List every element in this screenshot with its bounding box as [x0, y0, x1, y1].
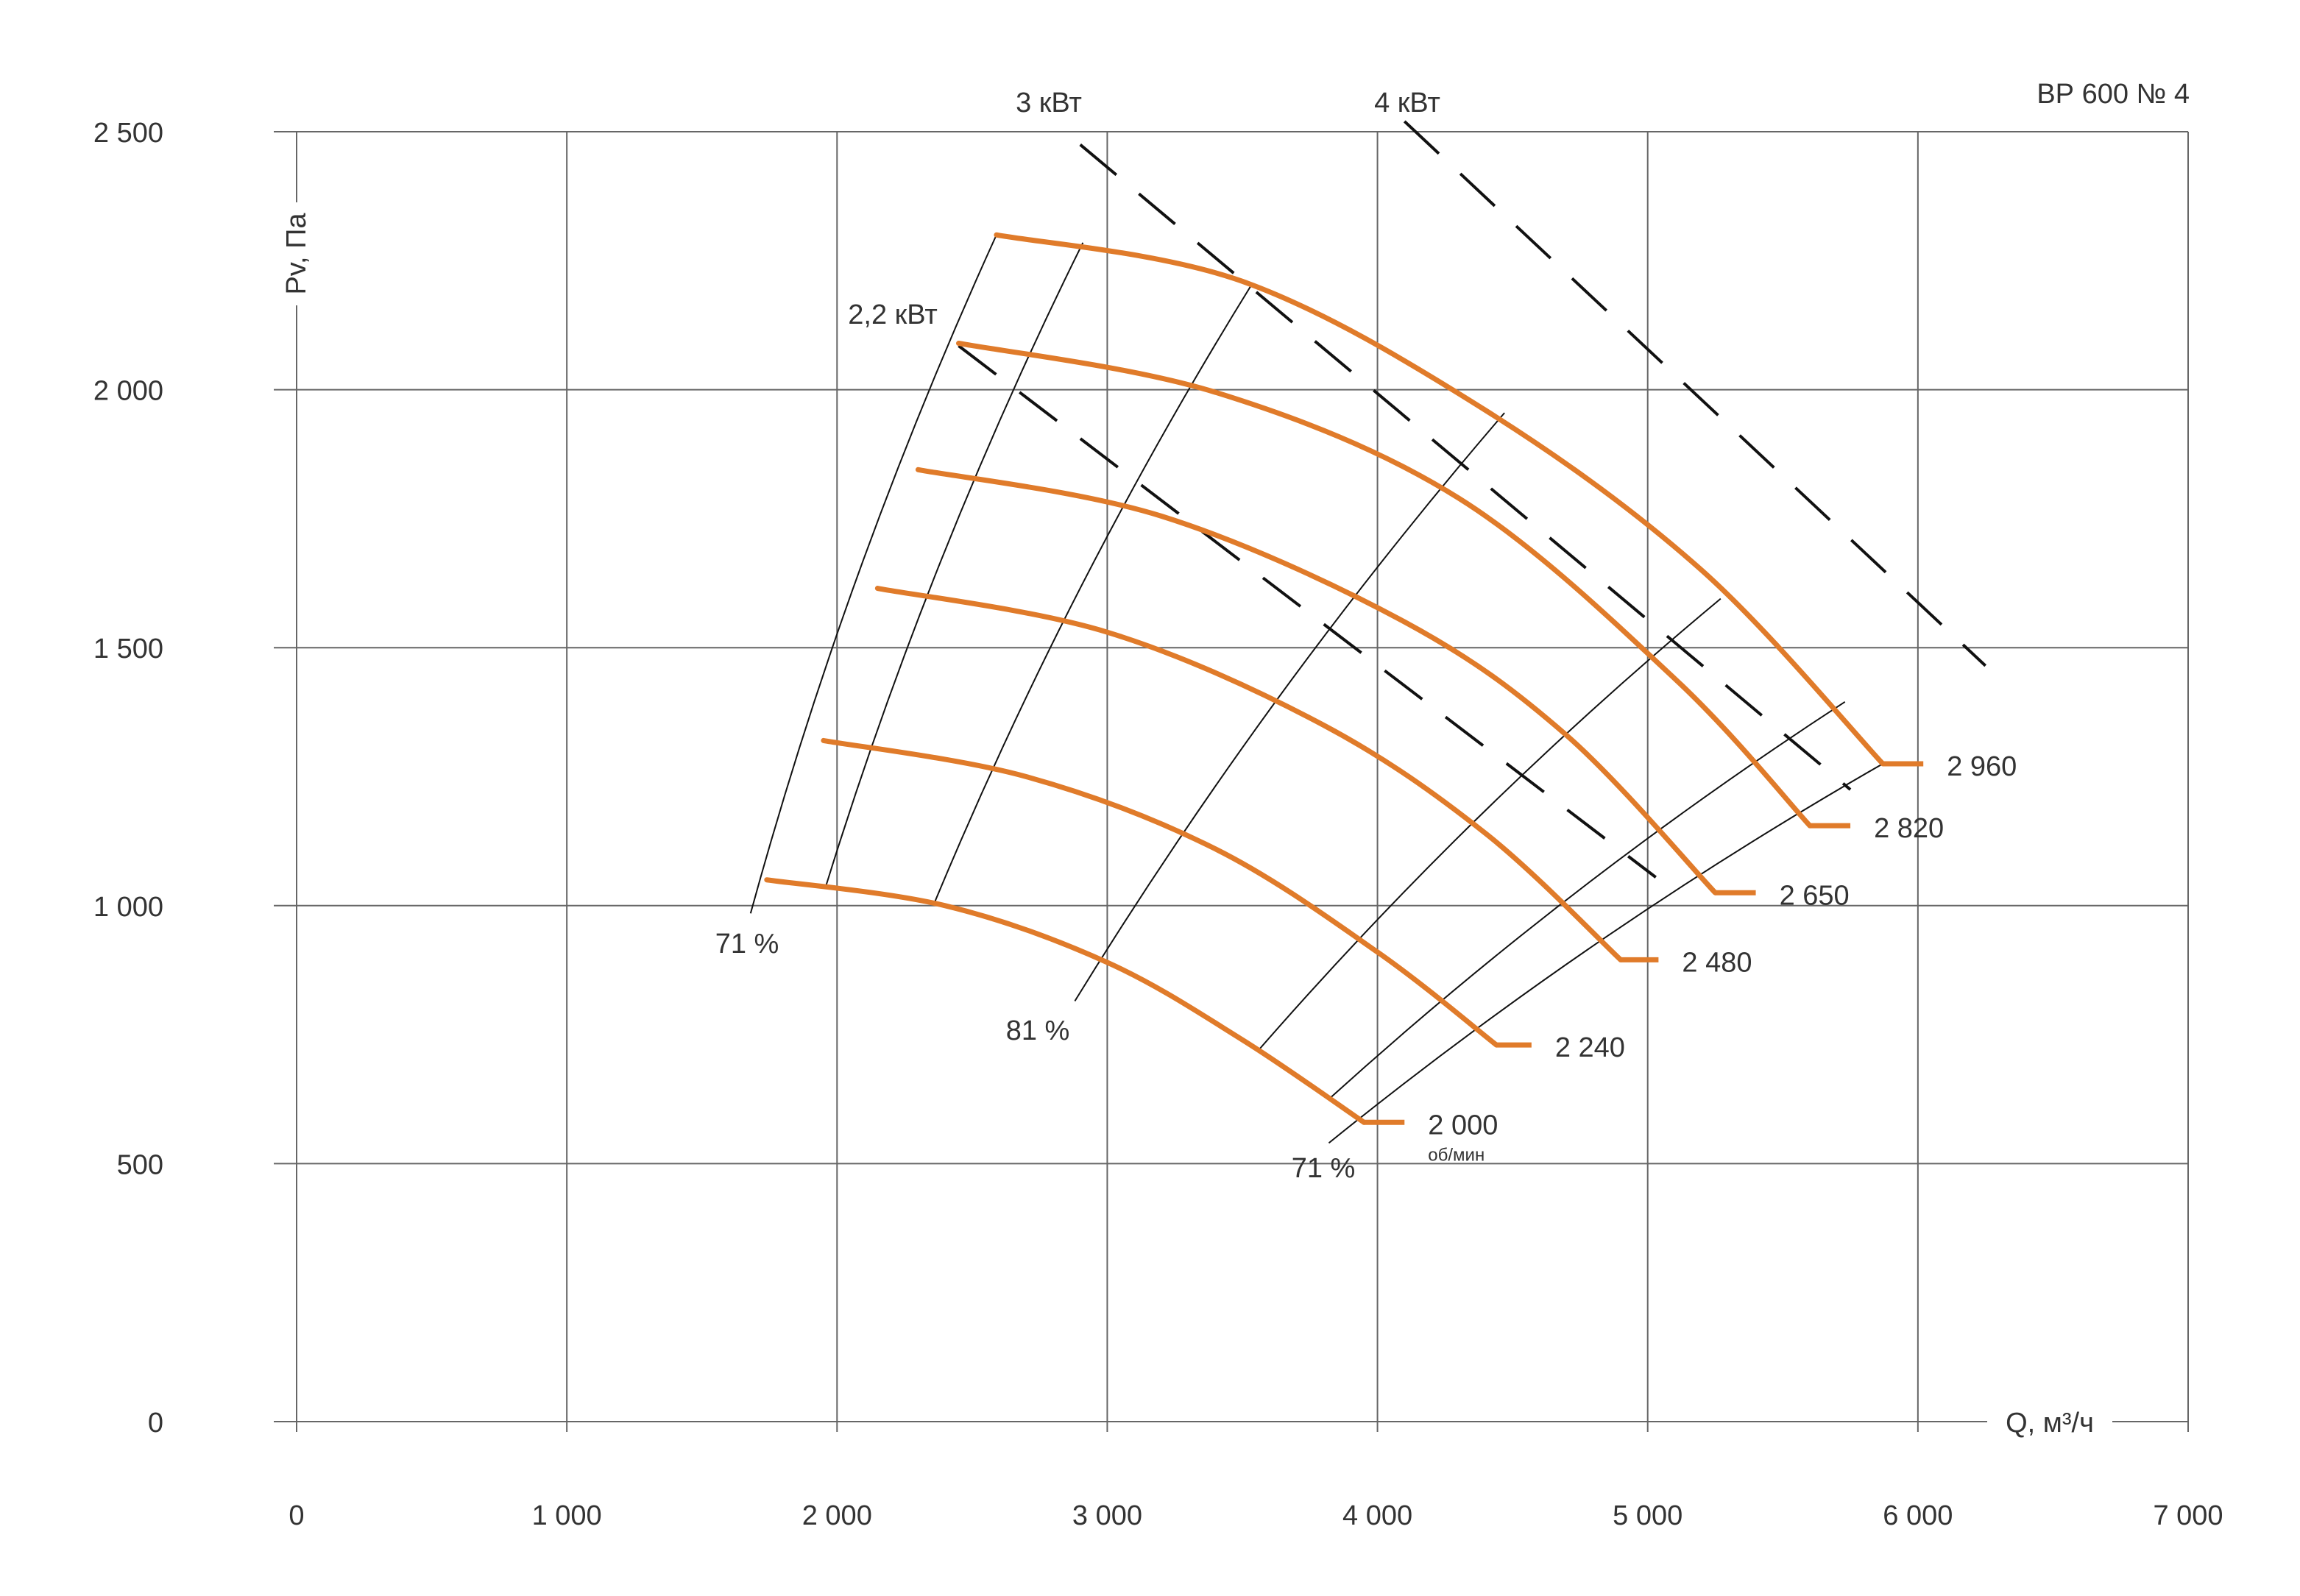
- rpm-unit-label: об/мин: [1428, 1145, 1485, 1165]
- efficiency-label: 81 %: [1006, 1015, 1070, 1046]
- y-tick-label: 0: [148, 1408, 163, 1439]
- power-line: [958, 344, 1657, 879]
- efficiency-line: [933, 285, 1251, 904]
- efficiency-label: 71 %: [715, 929, 779, 960]
- y-tick-label: 1 000: [93, 892, 163, 923]
- rpm-curve: [915, 467, 1718, 895]
- power-line: [1403, 120, 1987, 667]
- power-line-label: 3 кВт: [1016, 88, 1082, 118]
- rpm-label: 2 960: [1947, 751, 2017, 782]
- x-tick-label: 2 000: [802, 1500, 872, 1531]
- chart-title: ВР 600 № 4: [2037, 79, 2190, 110]
- efficiency-line: [1328, 701, 1846, 1100]
- x-tick-label: 4 000: [1342, 1500, 1412, 1531]
- efficiency-lines-layer: 71 % 81 % 71 %: [715, 234, 1883, 1184]
- rpm-curve: [821, 737, 1499, 1048]
- x-tick-label: 3 000: [1072, 1500, 1142, 1531]
- power-line-label: 2,2 кВт: [848, 299, 938, 330]
- y-tick-label: 1 500: [93, 634, 163, 664]
- y-tick-label: 2 500: [93, 118, 163, 149]
- y-label-backdrop: [285, 202, 308, 305]
- x-tick-label: 6 000: [1883, 1500, 1953, 1531]
- rpm-curve: [956, 340, 1813, 829]
- x-tick-label: 7 000: [2153, 1500, 2223, 1531]
- rpm-label: 2 480: [1682, 947, 1752, 978]
- y-tick-label: 500: [117, 1149, 163, 1180]
- y-tick-label: 2 000: [93, 376, 163, 407]
- power-line-label: 4 кВт: [1374, 88, 1440, 118]
- x-tick-label: 1 000: [532, 1500, 602, 1531]
- rpm-curve: [764, 877, 1367, 1125]
- y-axis-label: Pv, Па: [281, 213, 312, 295]
- power-line: [1079, 143, 1852, 791]
- efficiency-line: [1258, 597, 1722, 1051]
- rpm-label: 2 820: [1874, 813, 1944, 844]
- rpm-curve: [874, 586, 1624, 962]
- power-lines-layer: 2,2 кВт 3 кВт 4 кВт: [848, 88, 1987, 879]
- x-tick-label: 5 000: [1613, 1500, 1682, 1531]
- x-axis-label: Q, м³/ч: [2006, 1408, 2094, 1439]
- rpm-label: 2 240: [1555, 1032, 1625, 1063]
- efficiency-line: [1074, 412, 1505, 1002]
- rpm-label: 2 650: [1780, 880, 1850, 911]
- efficiency-line: [1328, 763, 1883, 1144]
- efficiency-label: 71 %: [1292, 1153, 1356, 1184]
- rpm-label: 2 000: [1428, 1110, 1498, 1141]
- x-tick-label: 0: [289, 1500, 304, 1531]
- efficiency-line: [749, 234, 997, 914]
- grid-layer: 0 1 000 2 000 3 000 4 000 5 000 6 000 7 000 0 500…: [93, 118, 2223, 1531]
- efficiency-line: [825, 242, 1084, 886]
- rpm-curve: [994, 232, 1886, 767]
